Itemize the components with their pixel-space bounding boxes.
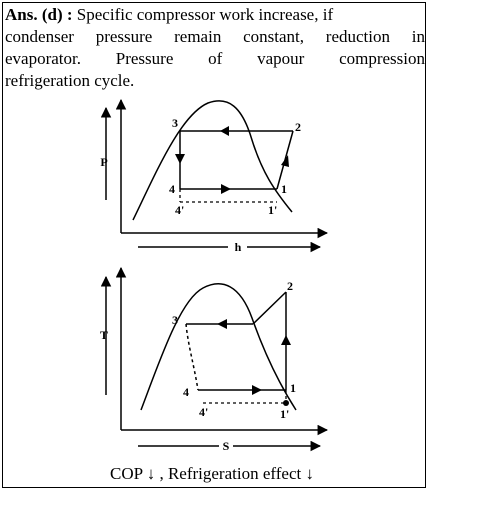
ph-compression-arrow <box>281 155 289 167</box>
ts-x-axis-label: S <box>223 439 230 453</box>
ph-diagram: P h 3 2 4 1 4' 1' <box>100 98 329 254</box>
answer-box <box>2 2 426 488</box>
answer-line-1-text: Specific compressor work increase, if <box>76 5 334 24</box>
ts-saturation-dome <box>140 283 297 411</box>
ph-point-4-prime: 4' <box>175 203 184 217</box>
answer-line-4: refrigeration cycle. <box>5 71 135 90</box>
answer-line-2: condenser pressure remain constant, redu… <box>5 27 425 46</box>
answer-line-1: Ans. (d) : Specific compressor work incr… <box>5 4 425 26</box>
ph-point-4: 4 <box>169 182 175 196</box>
ts-point-3: 3 <box>172 313 178 327</box>
ph-point-1: 1 <box>281 182 287 196</box>
ph-evaporation-arrow <box>221 184 231 194</box>
caption: COP ↓ , Refrigeration effect ↓ <box>110 464 314 483</box>
ts-evaporation-arrow <box>252 385 262 395</box>
ts-point-1-prime-dot <box>283 400 289 406</box>
ts-expansion-curve <box>185 323 199 391</box>
ph-x-axis-label: h <box>235 240 242 254</box>
ts-compression-arrow <box>281 335 291 345</box>
ts-condensation-arrow <box>217 319 227 329</box>
ts-point-4: 4 <box>183 385 189 399</box>
answer-label: Ans. (d) : <box>5 5 73 24</box>
answer-line-3: evaporator. Pressure of vapour compressi… <box>5 49 425 68</box>
ts-point-1-prime: 1' <box>280 407 289 421</box>
ts-point-2: 2 <box>287 279 293 293</box>
ts-point-1: 1 <box>290 381 296 395</box>
ts-y-axis-label: T <box>100 328 108 342</box>
answer-text: Ans. (d) : Specific compressor work incr… <box>5 4 425 92</box>
ph-expansion-arrow <box>175 154 185 164</box>
ph-saturation-dome <box>132 100 293 221</box>
ts-diagram: T S 3 2 4 1 4' 1' <box>100 266 329 453</box>
ph-point-1-prime: 1' <box>268 203 277 217</box>
ph-point-2: 2 <box>295 120 301 134</box>
ts-desuperheat-line <box>252 291 287 325</box>
ph-point-3: 3 <box>172 116 178 130</box>
ph-condensation-arrow <box>220 126 229 136</box>
ph-y-axis-label: P <box>100 155 107 169</box>
ts-point-4-prime: 4' <box>199 405 208 419</box>
